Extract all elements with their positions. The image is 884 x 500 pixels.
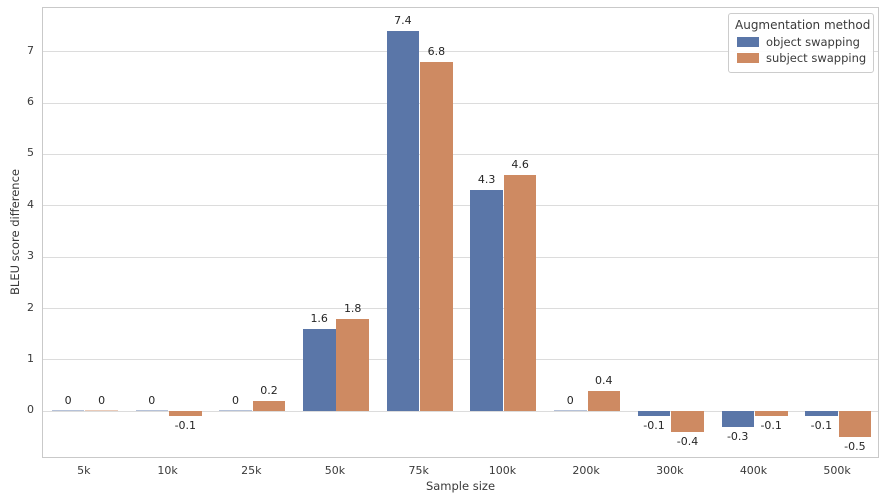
bar-value-label: -0.1 bbox=[760, 419, 782, 433]
y-tick-label: 4 bbox=[27, 197, 34, 211]
y-tick-label: 7 bbox=[27, 43, 34, 57]
bar-value-label: -0.5 bbox=[844, 439, 866, 453]
legend-swatch-icon bbox=[737, 37, 759, 47]
y-tick-label: 0 bbox=[27, 403, 34, 417]
bar-value-label: 0 bbox=[98, 394, 106, 408]
legend-title: Augmentation method bbox=[735, 18, 871, 32]
bar-object-100k bbox=[470, 190, 503, 412]
x-tick-label: 400k bbox=[739, 464, 768, 477]
bar-subject-400k bbox=[755, 411, 788, 417]
x-tick-label: 50k bbox=[324, 464, 346, 477]
bar-object-300k bbox=[637, 411, 671, 417]
bar-value-label: 0 bbox=[64, 394, 72, 408]
legend-item-label: object swapping bbox=[766, 35, 860, 49]
gridline-y-3 bbox=[43, 256, 878, 258]
bar-subject-25k bbox=[252, 401, 286, 412]
bar-value-label: 6.8 bbox=[427, 44, 446, 58]
legend: Augmentation method object swapping subje… bbox=[728, 13, 874, 73]
plot-area: 0 0 0 1.6 7.4 4.3 0 -0.1 -0.3 -0.1 0 -0.1 0.2 1.8 6.8 4… bbox=[42, 7, 879, 458]
bar-value-label: -0.1 bbox=[174, 419, 197, 433]
bar-object-50k bbox=[303, 329, 336, 412]
bar-value-label: 7.4 bbox=[394, 14, 412, 28]
bar-subject-5k bbox=[85, 410, 118, 412]
bar-value-label: -0.4 bbox=[676, 434, 699, 448]
bar-subject-300k bbox=[671, 411, 704, 432]
y-tick-label: 1 bbox=[27, 351, 34, 365]
gridline-y-4 bbox=[43, 205, 878, 207]
gridline-y-0 bbox=[43, 410, 878, 412]
x-tick-label: 5k bbox=[77, 464, 91, 477]
bar-value-label: 0 bbox=[148, 394, 156, 408]
gridline-y-2 bbox=[43, 308, 878, 309]
y-tick-label: 2 bbox=[27, 300, 34, 314]
bar-subject-10k bbox=[169, 411, 202, 417]
bar-value-label: 1.8 bbox=[343, 301, 362, 315]
bar-object-200k bbox=[554, 410, 587, 412]
gridline-y-6 bbox=[43, 102, 878, 104]
bar-value-label: -0.1 bbox=[810, 419, 833, 433]
y-tick-label: 3 bbox=[27, 249, 34, 263]
bar-value-label: 4.3 bbox=[477, 173, 496, 187]
y-tick-label: 5 bbox=[27, 146, 34, 160]
legend-item-label: subject swapping bbox=[766, 51, 867, 65]
x-tick-label: 25k bbox=[241, 464, 262, 477]
legend-item-subject-swapping: subject swapping bbox=[737, 51, 867, 65]
bar-value-label: 0.2 bbox=[260, 384, 278, 397]
bar-value-label: 0 bbox=[232, 394, 239, 408]
x-tick-label: 75k bbox=[408, 464, 429, 477]
x-axis-title: Sample size bbox=[425, 479, 496, 493]
bar-object-10k bbox=[135, 410, 169, 412]
bar-object-500k bbox=[805, 411, 838, 417]
legend-items: object swapping subject swapping bbox=[735, 35, 867, 65]
bar-subject-50k bbox=[336, 318, 369, 412]
bar-object-400k bbox=[721, 411, 754, 427]
bar-subject-200k bbox=[587, 390, 621, 412]
x-tick-label: 200k bbox=[572, 464, 600, 477]
bar-value-label: 0.4 bbox=[595, 373, 613, 387]
bar-subject-100k bbox=[503, 174, 537, 412]
y-axis-title: BLEU score difference bbox=[8, 169, 22, 295]
gridline-y-7 bbox=[43, 51, 878, 53]
bar-object-25k bbox=[219, 410, 252, 412]
x-tick-label: 500k bbox=[823, 464, 851, 477]
bar-value-label: -0.1 bbox=[643, 419, 665, 433]
bar-object-5k bbox=[51, 410, 85, 412]
y-tick-label: 6 bbox=[27, 95, 34, 108]
bar-value-label: -0.3 bbox=[726, 429, 749, 443]
bar-value-label: 0 bbox=[566, 394, 574, 408]
x-tick-label: 300k bbox=[656, 464, 684, 477]
bar-value-label: 1.6 bbox=[310, 312, 328, 325]
bar-subject-75k bbox=[420, 61, 453, 412]
x-tick-label: 100k bbox=[488, 464, 517, 477]
bar-subject-500k bbox=[838, 411, 872, 437]
bar-value-label: 4.6 bbox=[511, 157, 529, 171]
legend-swatch-icon bbox=[737, 53, 759, 63]
bar-object-75k bbox=[386, 31, 420, 412]
legend-item-object-swapping: object swapping bbox=[737, 35, 867, 49]
gridline-y-1 bbox=[43, 359, 878, 361]
gridline-y-5 bbox=[43, 153, 878, 155]
x-tick-label: 10k bbox=[157, 464, 178, 477]
